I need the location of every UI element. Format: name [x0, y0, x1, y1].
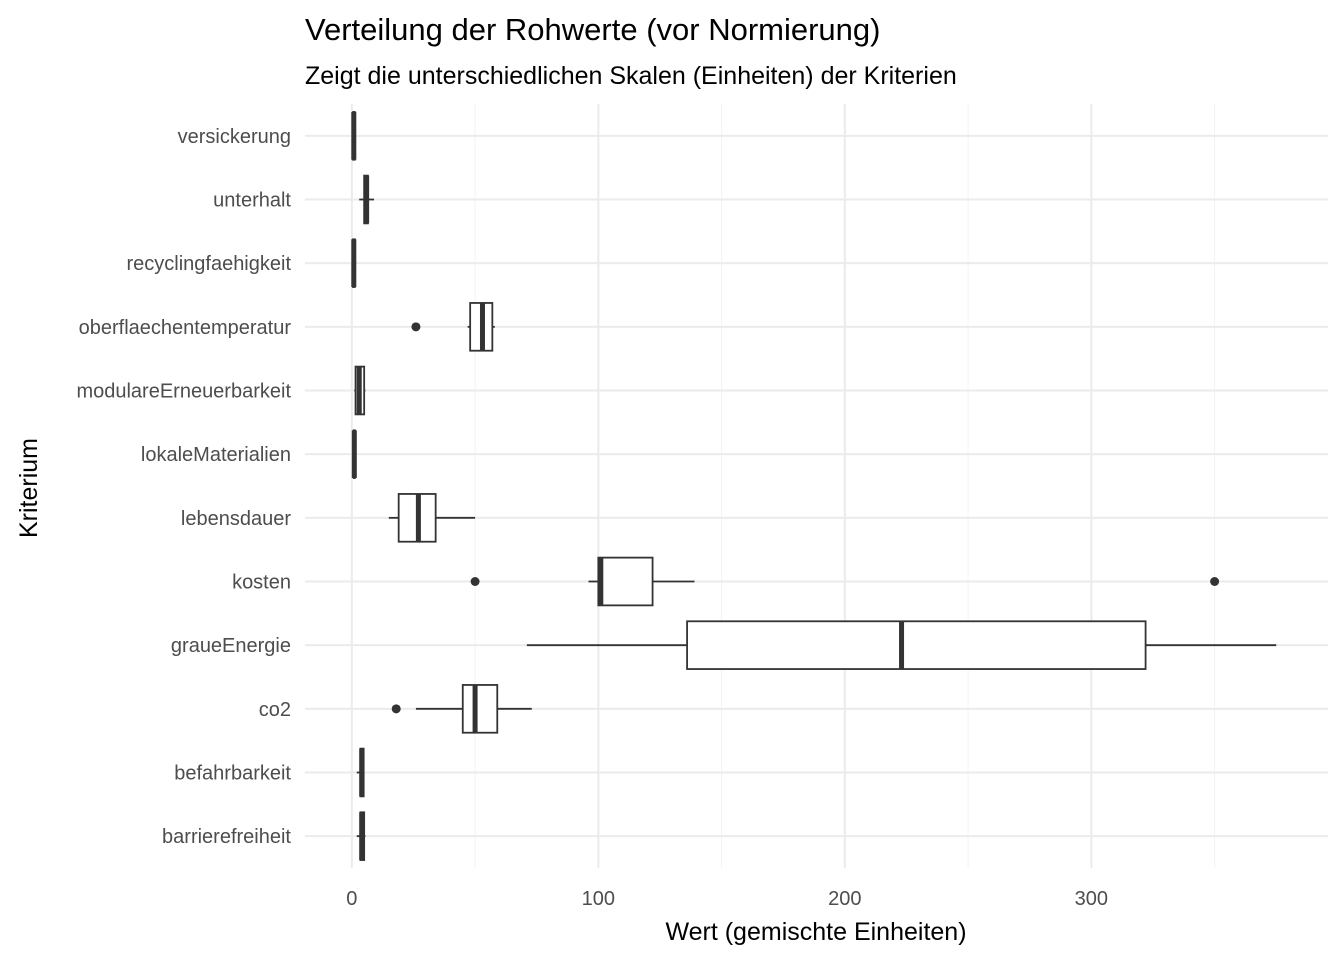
x-tick-label: 100: [582, 888, 615, 910]
box-recyclingfaehigkeit: [351, 238, 357, 288]
y-axis-ticks: barrierefreiheit befahrbarkeit co2 graueEne…: [76, 126, 291, 848]
y-tick-label: barrierefreiheit: [162, 826, 291, 848]
box-iqr: [461, 684, 499, 734]
y-tick-label: unterhalt: [213, 190, 291, 212]
y-tick-label: lebensdauer: [181, 508, 291, 530]
box-versickerung: [351, 111, 357, 161]
box-iqr: [597, 556, 654, 607]
x-tick-label: 200: [828, 888, 861, 910]
box-modulareerneuerbarkeit: [354, 365, 366, 416]
y-axis-title: Kriterium: [15, 438, 43, 538]
y-tick-label: co2: [259, 699, 291, 721]
chart-subtitle: Zeigt die unterschiedlichen Skalen (Einh…: [305, 62, 957, 90]
box-graueenergie: [526, 620, 1277, 670]
box-lebensdauer: [388, 493, 476, 543]
box-unterhalt: [359, 174, 375, 225]
grid: [305, 104, 1328, 868]
box-oberflaechentemperatur: [411, 302, 495, 352]
box-iqr: [686, 620, 1147, 670]
box-co2: [391, 684, 532, 734]
y-tick-label: modulareErneuerbarkeit: [76, 381, 291, 403]
box-barrierefreiheit: [356, 811, 366, 861]
x-tick-label: 0: [346, 888, 357, 910]
boxes-layer: [351, 111, 1277, 861]
chart-title: Verteilung der Rohwerte (vor Normierung): [305, 12, 880, 47]
outlier-point: [470, 577, 480, 586]
y-tick-label: befahrbarkeit: [174, 763, 291, 785]
x-axis-title: Wert (gemischte Einheiten): [665, 918, 966, 946]
y-tick-label: kosten: [232, 572, 291, 594]
outlier-point: [391, 704, 401, 714]
outlier-point: [1210, 577, 1220, 586]
box-kosten: [470, 556, 1220, 607]
y-tick-label: oberflaechentemperatur: [79, 317, 292, 339]
y-tick-label: graueEnergie: [171, 635, 291, 657]
y-tick-label: recyclingfaehigkeit: [126, 253, 291, 275]
outlier-point: [411, 322, 421, 332]
box-lokalematerialien: [351, 429, 357, 479]
x-axis-ticks: 0 100 200 300: [346, 888, 1108, 910]
y-tick-label: lokaleMaterialien: [141, 444, 291, 466]
y-tick-label: versickerung: [178, 126, 291, 148]
x-tick-label: 300: [1075, 888, 1108, 910]
box-befahrbarkeit: [356, 747, 365, 798]
